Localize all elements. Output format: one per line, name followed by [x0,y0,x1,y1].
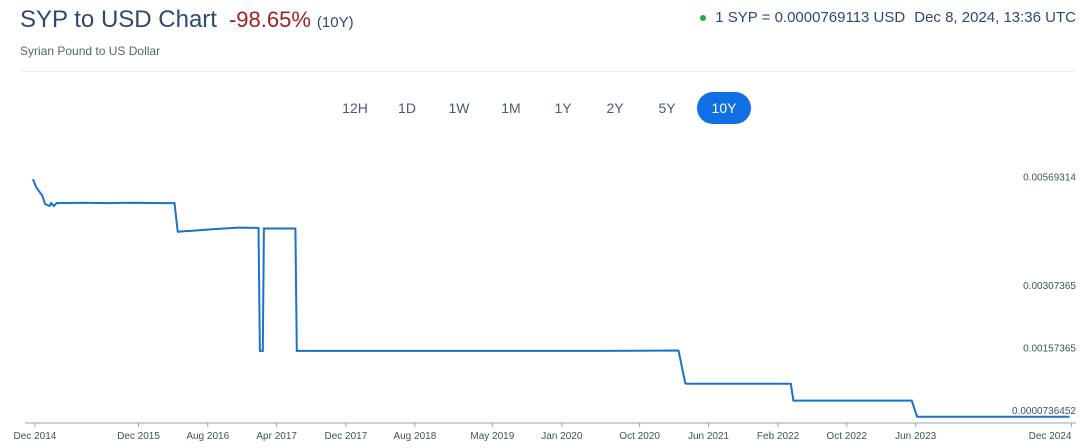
x-tick-label: Aug 2018 [393,431,436,442]
x-tick-label: Oct 2022 [826,431,867,442]
y-tick-label: 0.00307365 [1023,281,1076,292]
range-1y-button[interactable]: 1Y [541,92,585,124]
rate-info: 1 SYP = 0.0000769113 USD Dec 8, 2024, 13… [700,9,1076,26]
series-line [31,178,1070,418]
x-tick-label: Aug 2016 [186,431,229,442]
x-tick-label: Dec 2017 [325,431,368,442]
x-tick-label: May 2019 [470,431,514,442]
range-5y-button[interactable]: 5Y [645,92,689,124]
x-tick-label: Jun 2023 [895,431,937,442]
x-tick-label: Dec 2024 [1029,431,1072,442]
percent-change: -98.65% [228,7,311,32]
page-title: SYP to USD Chart [20,6,217,33]
x-tick-label: Apr 2017 [256,431,297,442]
header-divider [20,71,1076,72]
rate-text: 1 SYP = 0.0000769113 USD [715,9,906,26]
x-tick-label: Dec 2014 [14,431,57,442]
x-tick-label: Jun 2021 [688,431,730,442]
range-12h-button[interactable]: 12H [333,92,377,124]
range-selector: 12H 1D 1W 1M 1Y 2Y 5Y 10Y [0,92,1084,124]
y-axis-ticks: 0.00569314 0.00307365 0.00157365 0.00007364… [1012,172,1076,416]
x-tick-label: Dec 2015 [117,431,160,442]
x-tick-label: Feb 2022 [757,431,800,442]
range-10y-button[interactable]: 10Y [697,92,751,124]
title-row: SYP to USD Chart -98.65% (10Y) [20,6,354,34]
page-subtitle: Syrian Pound to US Dollar [20,44,161,58]
x-tick-label: Jan 2020 [541,431,583,442]
live-dot-icon [700,14,707,21]
y-tick-label: 0.00157365 [1023,344,1076,355]
timestamp: Dec 8, 2024, 13:36 UTC [914,9,1076,26]
range-2y-button[interactable]: 2Y [593,92,637,124]
range-1w-button[interactable]: 1W [437,92,481,124]
x-axis-ticks: Dec 2014 Dec 2015 Aug 2016 Apr 2017 Dec 2017… [14,423,1072,442]
y-tick-label: 0.0000736452 [1012,406,1076,417]
period-label: (10Y) [316,14,354,31]
x-tick-label: Oct 2020 [619,431,660,442]
y-tick-label: 0.00569314 [1023,172,1076,183]
range-1d-button[interactable]: 1D [385,92,429,124]
range-1m-button[interactable]: 1M [489,92,533,124]
